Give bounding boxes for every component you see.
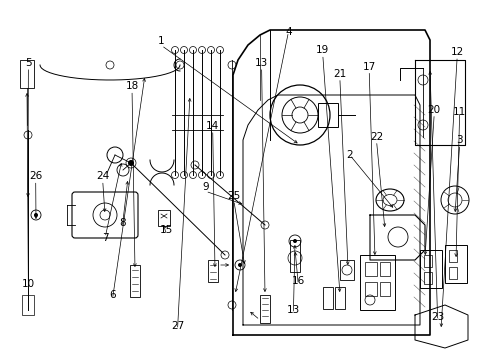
Bar xyxy=(158,210,170,226)
Text: 1: 1 xyxy=(158,36,164,46)
Text: 24: 24 xyxy=(96,171,109,181)
Bar xyxy=(289,240,299,272)
Text: 19: 19 xyxy=(315,45,329,55)
Text: 10: 10 xyxy=(22,279,35,289)
Text: 23: 23 xyxy=(430,312,444,322)
Text: 27: 27 xyxy=(170,321,184,331)
Circle shape xyxy=(292,239,296,243)
Bar xyxy=(207,260,218,282)
Text: 26: 26 xyxy=(29,171,42,181)
Bar xyxy=(419,250,441,288)
Bar xyxy=(260,295,269,323)
Circle shape xyxy=(128,160,134,166)
Bar xyxy=(22,295,34,315)
Bar xyxy=(364,282,376,296)
Bar xyxy=(379,282,389,296)
Text: 17: 17 xyxy=(362,62,375,72)
Text: 2: 2 xyxy=(346,150,352,160)
Text: 14: 14 xyxy=(205,121,219,131)
Bar xyxy=(423,272,431,284)
Circle shape xyxy=(238,263,242,267)
Text: 16: 16 xyxy=(291,276,305,286)
Bar xyxy=(339,260,353,280)
Bar xyxy=(317,103,337,127)
Text: 4: 4 xyxy=(285,27,291,37)
Bar xyxy=(130,265,140,297)
Text: 8: 8 xyxy=(119,218,125,228)
Circle shape xyxy=(34,213,38,217)
Text: 25: 25 xyxy=(226,191,240,201)
Text: 11: 11 xyxy=(452,107,466,117)
Text: 7: 7 xyxy=(102,233,108,243)
Text: 15: 15 xyxy=(159,225,173,235)
Bar xyxy=(448,267,456,279)
Bar xyxy=(423,255,431,267)
Bar xyxy=(379,262,389,276)
Bar xyxy=(20,60,34,88)
Text: 21: 21 xyxy=(332,69,346,79)
Text: 5: 5 xyxy=(25,58,32,68)
Text: 12: 12 xyxy=(449,47,463,57)
Bar xyxy=(364,262,376,276)
Bar xyxy=(359,255,394,310)
Bar xyxy=(448,250,456,262)
Text: 9: 9 xyxy=(202,182,208,192)
Text: 6: 6 xyxy=(109,290,116,300)
Text: 13: 13 xyxy=(254,58,268,68)
Text: 18: 18 xyxy=(125,81,139,91)
Text: 20: 20 xyxy=(427,105,440,115)
Bar xyxy=(334,287,345,309)
Text: 13: 13 xyxy=(286,305,300,315)
Bar xyxy=(323,287,332,309)
Bar xyxy=(444,245,466,283)
Text: 22: 22 xyxy=(369,132,383,142)
Text: 3: 3 xyxy=(455,135,462,145)
